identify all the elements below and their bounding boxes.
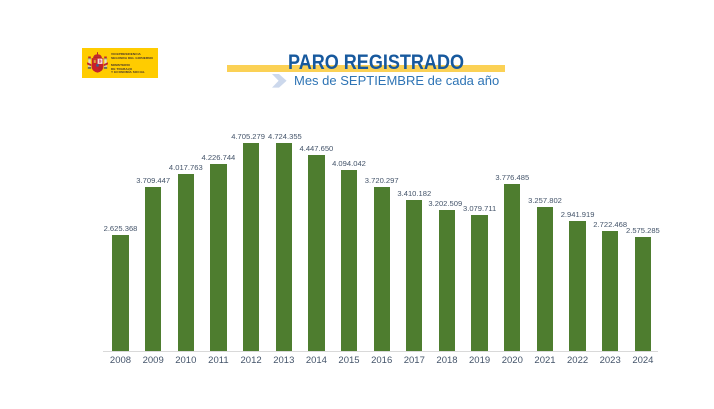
svg-text:PARO REGISTRADO: PARO REGISTRADO <box>288 50 464 74</box>
